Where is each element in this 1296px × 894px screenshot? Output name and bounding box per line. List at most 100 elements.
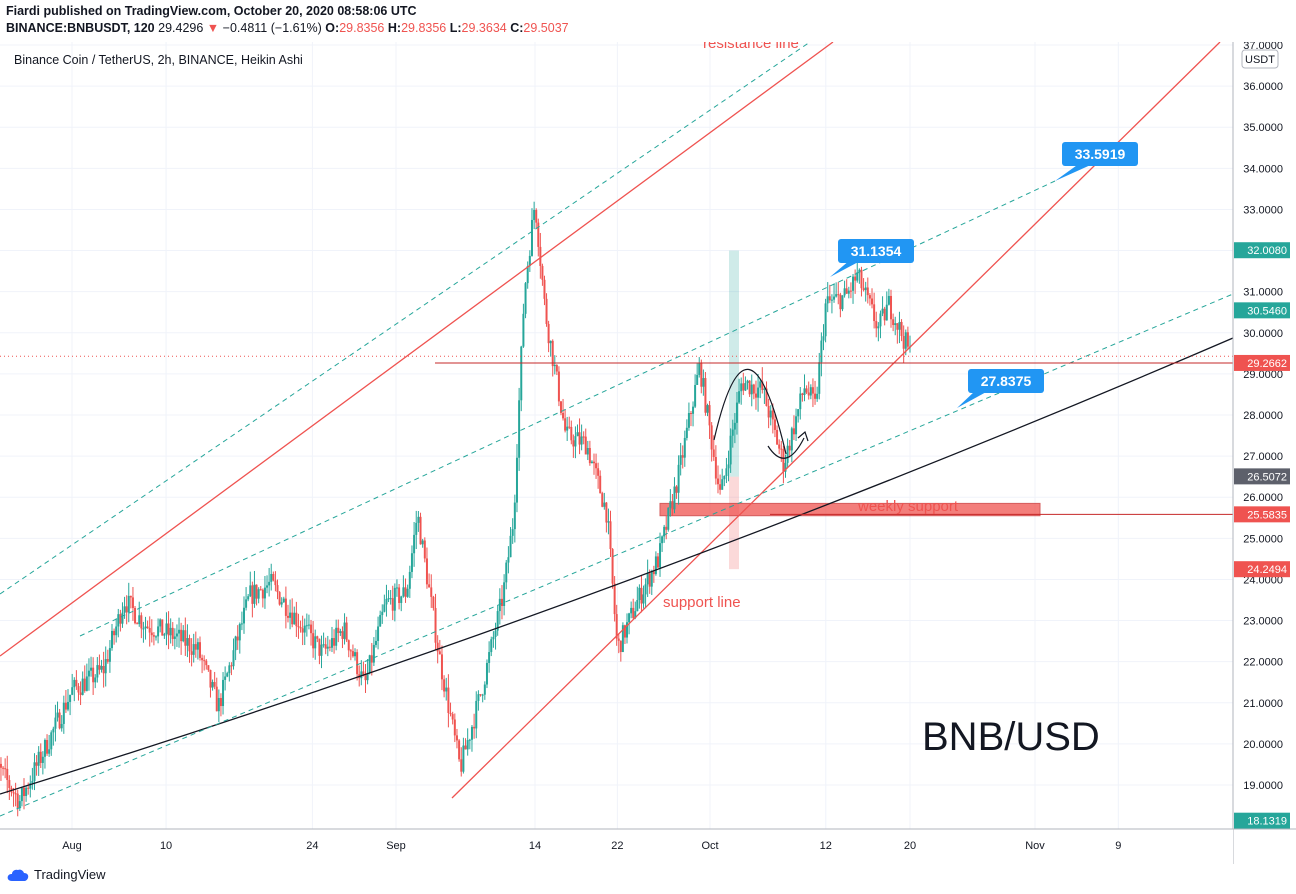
candle <box>883 306 886 326</box>
candle <box>780 440 783 462</box>
price-marker: 18.1319 <box>1234 812 1290 829</box>
candle-body <box>615 614 618 639</box>
drawings <box>0 41 1234 817</box>
candle-body <box>721 479 724 490</box>
candle <box>761 367 764 394</box>
time-axis[interactable] <box>0 828 1296 864</box>
candle <box>391 585 394 621</box>
candle <box>742 372 745 396</box>
candle-body <box>374 640 377 645</box>
candle-body <box>351 651 354 657</box>
candle <box>85 663 88 692</box>
time-tick-label: 14 <box>529 840 541 852</box>
candle <box>759 378 762 399</box>
candle <box>83 665 86 693</box>
candle <box>48 734 51 757</box>
candle-body <box>100 665 103 670</box>
candle-body <box>511 529 514 536</box>
price-tick-label: 24.0000 <box>1243 574 1283 586</box>
price-chart[interactable]: Binance Coin / TetherUS, 2h, BINANCE, He… <box>0 35 1296 864</box>
candle-body <box>522 313 525 347</box>
price-marker-text: 29.2662 <box>1247 358 1287 370</box>
candle-body <box>259 589 262 591</box>
candle <box>347 639 350 658</box>
candle <box>547 320 550 353</box>
candle-body <box>169 627 172 636</box>
candle <box>100 659 103 673</box>
candle <box>39 743 42 769</box>
candle <box>182 625 185 643</box>
candle-body <box>320 644 323 656</box>
candle <box>127 582 130 623</box>
candle <box>788 439 791 458</box>
candle-body <box>64 702 67 710</box>
candle <box>868 293 871 306</box>
candle <box>440 645 443 691</box>
callout-27-8375[interactable]: 27.8375 <box>957 369 1044 408</box>
candle-body <box>689 413 692 415</box>
candle-body <box>123 606 126 613</box>
candle-body <box>102 665 105 674</box>
candle <box>291 598 294 628</box>
time-tick-label: Oct <box>701 840 718 852</box>
candle-body <box>537 222 540 247</box>
tradingview-logo[interactable]: TradingView <box>6 867 106 882</box>
candle-body <box>524 283 527 314</box>
candle <box>683 430 686 467</box>
candle-body <box>90 667 93 671</box>
candle <box>6 755 9 794</box>
candle-body <box>545 298 548 324</box>
candle-body <box>549 340 552 344</box>
candle <box>432 595 435 611</box>
candle-body <box>316 636 319 639</box>
price-marker-bg <box>1234 468 1290 485</box>
callout-33-5919[interactable]: 33.5919 <box>1055 142 1138 181</box>
candle-body <box>25 787 28 797</box>
candle-body <box>898 321 901 330</box>
candle <box>549 340 552 357</box>
candle-body <box>803 388 806 395</box>
candle-body <box>786 445 789 463</box>
price-marker: 25.5835 <box>1234 506 1290 523</box>
candle-body <box>289 612 292 618</box>
candle-body <box>644 584 647 595</box>
candle <box>464 738 467 750</box>
candle <box>470 724 473 752</box>
candle <box>776 425 779 445</box>
candle-body <box>417 516 420 523</box>
candle-body <box>566 426 569 431</box>
candle <box>333 629 336 654</box>
candle-body <box>136 623 139 625</box>
candle-body <box>16 793 19 809</box>
candle-body <box>892 319 895 326</box>
candle <box>90 656 93 677</box>
last-price: 29.4296 <box>158 21 204 35</box>
candle <box>274 571 277 592</box>
candle <box>205 659 208 670</box>
candle <box>104 646 107 687</box>
candle <box>430 574 433 608</box>
candle-body <box>712 449 715 457</box>
candle <box>94 674 97 689</box>
candle-body <box>268 581 271 586</box>
candle <box>230 662 233 676</box>
time-tick-label: 10 <box>160 840 172 852</box>
currency-badge[interactable]: USDT <box>1241 49 1279 69</box>
candle-body <box>788 445 791 451</box>
candle-body <box>360 671 363 679</box>
candle-body <box>272 573 275 581</box>
callout-31-1354[interactable]: 31.1354 <box>830 239 914 277</box>
candle <box>584 428 587 455</box>
candle <box>224 666 227 691</box>
candle <box>253 570 256 608</box>
chart-area[interactable]: Binance Coin / TetherUS, 2h, BINANCE, He… <box>0 35 1296 864</box>
candle-body <box>154 636 157 638</box>
candle-body <box>590 461 593 464</box>
candle-body <box>623 625 626 638</box>
candle-body <box>115 626 118 636</box>
candle <box>477 690 480 711</box>
drawings-back <box>659 250 1041 570</box>
candle-body <box>729 435 732 465</box>
candle-body <box>586 447 589 455</box>
price-axis[interactable] <box>1232 42 1296 864</box>
